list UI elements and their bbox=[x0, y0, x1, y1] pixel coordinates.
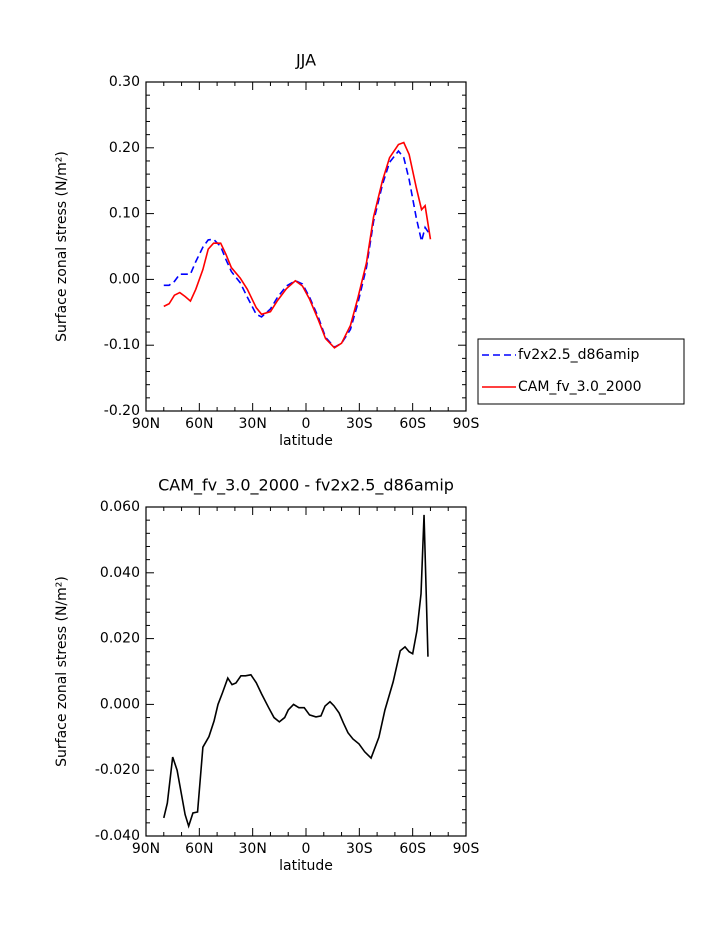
x-tick-label: 90N bbox=[132, 841, 160, 857]
x-axis-label: latitude bbox=[279, 858, 333, 874]
data-line bbox=[163, 141, 432, 349]
x-tick-label: 60S bbox=[399, 416, 426, 432]
y-tick-label: 0.040 bbox=[100, 565, 140, 581]
y-tick-label: 0.10 bbox=[109, 206, 140, 222]
x-tick-label: 90S bbox=[453, 841, 480, 857]
y-tick-label: -0.040 bbox=[95, 828, 140, 844]
y-tick-label: 0.30 bbox=[109, 74, 140, 90]
x-tick-label: 0 bbox=[302, 416, 311, 432]
x-tick-label: 90S bbox=[453, 416, 480, 432]
data-line bbox=[163, 149, 432, 349]
legend-box bbox=[477, 338, 685, 405]
chart-title: JJA bbox=[295, 51, 316, 70]
x-tick-label: 60S bbox=[399, 841, 426, 857]
x-tick-label: 30S bbox=[346, 841, 373, 857]
y-tick-label: 0.000 bbox=[100, 696, 140, 712]
x-axis-label: latitude bbox=[279, 433, 333, 449]
x-tick-label: 30N bbox=[239, 416, 267, 432]
y-axis-label: Surface zonal stress (N/m²) bbox=[54, 151, 70, 342]
y-tick-label: 0.00 bbox=[109, 271, 140, 287]
chart-title: CAM_fv_3.0_2000 - fv2x2.5_d86amip bbox=[158, 476, 454, 496]
x-tick-label: 30S bbox=[346, 416, 373, 432]
x-tick-label: 60N bbox=[185, 416, 213, 432]
plot-frame bbox=[145, 81, 467, 412]
y-tick-label: 0.060 bbox=[100, 499, 140, 515]
x-tick-label: 30N bbox=[239, 841, 267, 857]
x-tick-label: 60N bbox=[185, 841, 213, 857]
legend-label: fv2x2.5_d86amip bbox=[518, 347, 639, 363]
x-tick-label: 90N bbox=[132, 416, 160, 432]
data-line bbox=[163, 514, 429, 829]
y-tick-label: 0.020 bbox=[100, 631, 140, 647]
y-tick-label: -0.10 bbox=[104, 337, 140, 353]
y-tick-label: -0.020 bbox=[95, 762, 140, 778]
y-tick-label: 0.20 bbox=[109, 140, 140, 156]
y-tick-label: -0.20 bbox=[104, 403, 140, 419]
x-tick-label: 0 bbox=[302, 841, 311, 857]
y-axis-label: Surface zonal stress (N/m²) bbox=[54, 576, 70, 767]
plot-frame bbox=[145, 506, 467, 837]
legend-label: CAM_fv_3.0_2000 bbox=[518, 379, 642, 395]
